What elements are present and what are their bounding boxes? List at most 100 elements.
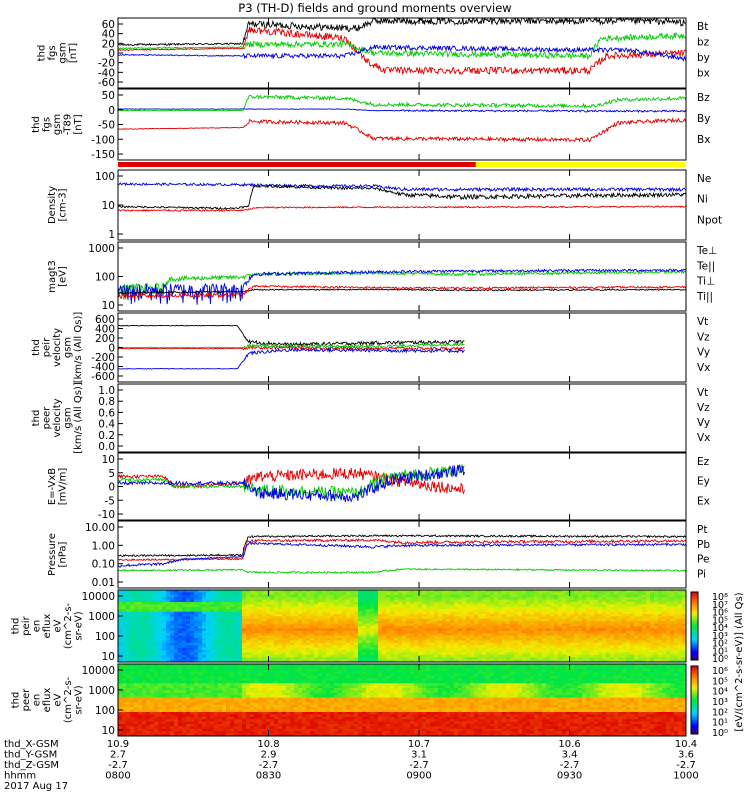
peir-spec-cell	[474, 635, 479, 639]
peir-spec-cell	[150, 640, 155, 644]
peir-spec-cell	[378, 642, 383, 646]
peir-spec-cell	[186, 602, 191, 605]
peer-spec-cell	[142, 673, 147, 677]
peir-spec-cell	[258, 638, 263, 641]
peir-spec-cell	[594, 614, 599, 617]
peir-spec-cell	[594, 652, 599, 656]
peir-spec-cell	[570, 640, 575, 644]
peir-spec-cell	[178, 650, 183, 653]
peir-spec-cell	[478, 604, 483, 608]
peir-spec-cell	[446, 635, 451, 639]
peir-spec-cell	[534, 626, 539, 629]
peir-spec-cell	[382, 594, 387, 598]
peir-spec-cell	[330, 657, 335, 660]
peir-spec-cell	[230, 647, 235, 651]
peir-spec-cell	[330, 650, 335, 653]
peir-spec-cell	[602, 602, 607, 605]
peir-spec-cell	[638, 611, 643, 615]
peir-spec-cell	[162, 626, 167, 629]
peir-spec-cell	[178, 604, 183, 608]
peir-spec-cell	[546, 626, 551, 629]
peir-spec-cell	[278, 609, 283, 612]
peir-spec-cell	[350, 594, 355, 598]
peir-spec-cell	[286, 594, 291, 598]
peer-spec-cell	[186, 692, 191, 696]
peir-spec-cell	[582, 633, 587, 636]
peer-spec-cell	[134, 678, 139, 682]
peir-spec-cell	[526, 602, 531, 605]
peir-spec-cell	[574, 647, 579, 651]
peir-spec-cell	[222, 590, 227, 593]
peer-spec-cell	[146, 671, 151, 674]
peir-spec-cell	[182, 621, 187, 624]
peir-spec-cell	[274, 594, 279, 598]
peir-spec-cell	[142, 638, 147, 641]
peir-spec-cell	[414, 597, 419, 600]
peir-spec-cell	[618, 594, 623, 598]
peir-spec-cell	[342, 590, 347, 593]
peir-spec-cell	[662, 597, 667, 600]
peir-spec-cell	[642, 647, 647, 651]
peir-spec-cell	[282, 652, 287, 656]
peer-spec-cell	[210, 688, 215, 691]
peir-spec-cell	[594, 597, 599, 600]
peir-spec-cell	[566, 618, 571, 622]
peir-spec-cell	[182, 654, 187, 658]
peir-spec-cell	[250, 652, 255, 656]
peir-spec-cell	[438, 642, 443, 646]
peir-spec-cell	[150, 594, 155, 598]
peer-spec-cell	[174, 707, 179, 710]
peer-spec-cell	[138, 688, 143, 691]
peir-spec-cell	[490, 611, 495, 615]
peir-spec-cell	[266, 609, 271, 612]
peir-spec-cell	[146, 647, 151, 651]
peir-spec-cell	[146, 592, 151, 596]
peir-spec-cell	[430, 642, 435, 646]
peir-spec-cell	[618, 650, 623, 653]
peir-spec-cell	[478, 645, 483, 648]
peir-spec-cell	[294, 654, 299, 658]
peir-spec-cell	[418, 626, 423, 629]
peir-spec-cell	[190, 626, 195, 629]
peir-spec-cell	[518, 659, 523, 663]
peir-spec-cell	[486, 650, 491, 653]
peir-spec-cell	[622, 592, 627, 596]
peir-spec-cell	[134, 614, 139, 617]
peir-spec-cell	[390, 633, 395, 636]
peir-spec-cell	[438, 614, 443, 617]
peir-spec-cell	[326, 604, 331, 608]
peir-spec-cell	[510, 645, 515, 648]
peir-spec-cell	[626, 590, 631, 593]
peer-spec-cell	[214, 688, 219, 691]
peir-spec-cell	[398, 616, 403, 620]
peir-spec-cell	[242, 606, 247, 610]
peir-spec-cell	[446, 621, 451, 624]
peir-spec-cell	[590, 640, 595, 644]
peir-spec-cell	[354, 594, 359, 598]
peir-spec-cell	[298, 630, 303, 634]
peir-spec-cell	[118, 633, 123, 636]
peir-spec-cell	[282, 616, 287, 620]
peir-spec-cell	[490, 645, 495, 648]
peir-spec-cell	[234, 611, 239, 615]
peer-spec-cell	[142, 668, 147, 672]
peer-spec-cell	[178, 702, 183, 706]
peir-spec-cell	[186, 657, 191, 660]
peir-spec-cell	[378, 635, 383, 639]
peir-spec-cell	[466, 638, 471, 641]
peir-spec-cell	[614, 657, 619, 660]
peer-spec-cell	[186, 671, 191, 674]
peir-spec-cell	[622, 621, 627, 624]
peir-spec-cell	[654, 635, 659, 639]
peir-spec-cell	[130, 650, 135, 653]
peir-spec-cell	[554, 647, 559, 651]
peir-spec-cell	[374, 611, 379, 615]
peir-spec-cell	[626, 659, 631, 663]
peir-spec-cell	[146, 630, 151, 634]
peir-spec-cell	[402, 638, 407, 641]
peir-spec-cell	[322, 606, 327, 610]
peir-spec-cell	[142, 611, 147, 615]
peir-spec-cell	[254, 654, 259, 658]
peir-spec-cell	[638, 659, 643, 663]
peir-spec-cell	[326, 626, 331, 629]
